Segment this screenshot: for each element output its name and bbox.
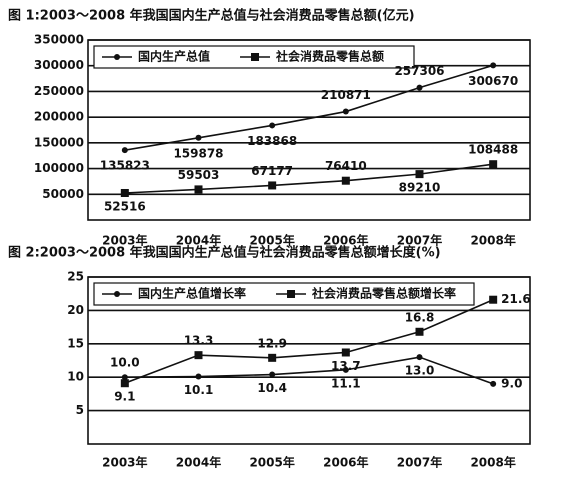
marker [341,176,350,185]
marker [416,354,423,361]
data-label: 11.1 [331,376,361,390]
x-tick-label: 2007年 [397,455,442,470]
x-tick-label: 2004年 [176,455,221,470]
marker [490,62,497,69]
x-tick-label: 2004年 [176,233,221,248]
marker [415,170,424,179]
data-label: 12.9 [257,336,287,350]
marker [341,348,350,357]
marker [287,290,296,298]
x-tick-label: 2003年 [102,233,147,248]
data-label: 13.3 [184,334,214,348]
y-tick-label: 15 [67,336,84,350]
x-tick-label: 2008年 [470,455,515,470]
marker [489,295,498,304]
marker [490,380,497,387]
marker [195,134,202,141]
data-label: 9.0 [501,376,522,390]
data-label: 108488 [468,143,518,157]
legend-label: 国内生产总值 [138,49,210,64]
data-label: 300670 [468,74,518,88]
data-label: 52516 [104,199,146,213]
marker [114,54,120,60]
data-label: 16.8 [405,310,435,324]
marker [251,53,260,61]
data-label: 67177 [251,164,293,178]
plot-frame [87,39,531,221]
y-tick-label: 100000 [34,161,84,175]
marker [269,122,276,129]
data-label: 21.6 [501,292,531,306]
data-label: 10.4 [257,381,287,395]
marker [120,188,129,197]
y-tick-label: 10 [67,370,84,384]
marker [194,351,203,360]
series-line [124,298,494,384]
y-tick-label: 5 [76,403,84,417]
marker [268,353,277,362]
y-tick-label: 350000 [34,33,84,47]
chart-title: 图 1:2003～2008 年我国国内生产总值与社会消费品零售总额(亿元) [8,8,415,24]
x-tick-label: 2005年 [249,455,294,470]
chart-title: 图 2:2003～2008 年我国国内生产总值与社会消费品零售总额增长度(%) [8,245,441,261]
series-line [124,163,494,194]
y-tick-label: 300000 [34,58,84,72]
data-label: 135823 [100,159,150,173]
x-tick-label: 2006年 [323,233,368,248]
data-label: 10.1 [184,383,214,397]
x-tick-label: 2006年 [323,455,368,470]
plot-frame [87,276,531,445]
marker [120,379,129,388]
data-label: 257306 [394,64,444,78]
data-label: 10.0 [110,356,140,370]
y-tick-label: 50000 [42,187,84,201]
legend-label: 国内生产总值增长率 [138,286,246,301]
y-tick-label: 20 [67,303,84,317]
data-label: 13.7 [331,359,361,373]
y-tick-label: 200000 [34,110,84,124]
marker [194,185,203,194]
y-tick-label: 25 [67,270,84,284]
series-line [124,64,494,151]
data-label: 76410 [325,159,367,173]
data-label: 89210 [399,181,441,195]
marker [195,373,202,380]
marker [342,366,349,373]
marker [489,160,498,169]
x-tick-label: 2008年 [470,233,515,248]
data-label: 183868 [247,134,297,148]
x-tick-label: 2007年 [397,233,442,248]
marker [121,147,128,154]
y-tick-label: 250000 [34,84,84,98]
data-label: 159878 [173,146,223,160]
series-line [124,356,494,385]
data-label: 210871 [321,88,371,102]
marker [268,181,277,190]
legend-label: 社会消费品零售总额增长率 [311,286,456,301]
marker [114,291,120,297]
marker [269,371,276,378]
data-label: 13.0 [405,364,435,378]
x-tick-label: 2005年 [249,233,294,248]
x-tick-label: 2003年 [102,455,147,470]
data-label: 59503 [178,168,220,182]
marker [342,108,349,115]
marker [415,327,424,336]
y-tick-label: 150000 [34,135,84,149]
data-label: 9.1 [114,390,135,404]
marker [121,374,128,381]
marker [416,84,423,91]
legend-label: 社会消费品零售总额 [275,49,384,64]
